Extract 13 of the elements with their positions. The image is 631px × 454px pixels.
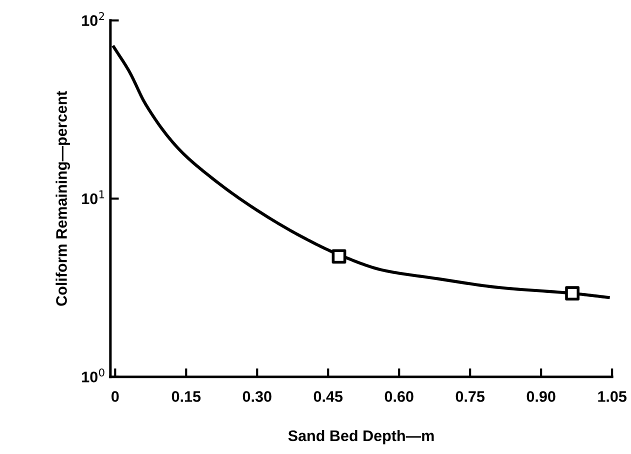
x-tick-label: 0.15 <box>172 391 201 402</box>
x-tick-label: 0.75 <box>456 391 485 402</box>
y-tick-label: 10$^{0}$ <box>82 368 104 382</box>
y-tick-label: 10$^{1}$ <box>82 190 104 204</box>
x-tick-label: 0.60 <box>384 391 414 402</box>
y-tick-label: 10$^{2}$ <box>82 12 104 26</box>
y-axis-title: Coliform Remaining—percent <box>56 91 70 306</box>
x-tick-label: 0.30 <box>242 391 272 402</box>
x-tick-label: 1.05 <box>598 391 627 402</box>
x-axis-title: Sand Bed Depth—m <box>288 430 434 444</box>
x-tick-label: 0.45 <box>314 391 343 402</box>
x-tick-label: 0 <box>112 391 119 402</box>
x-tick-label: 0.90 <box>526 391 556 402</box>
